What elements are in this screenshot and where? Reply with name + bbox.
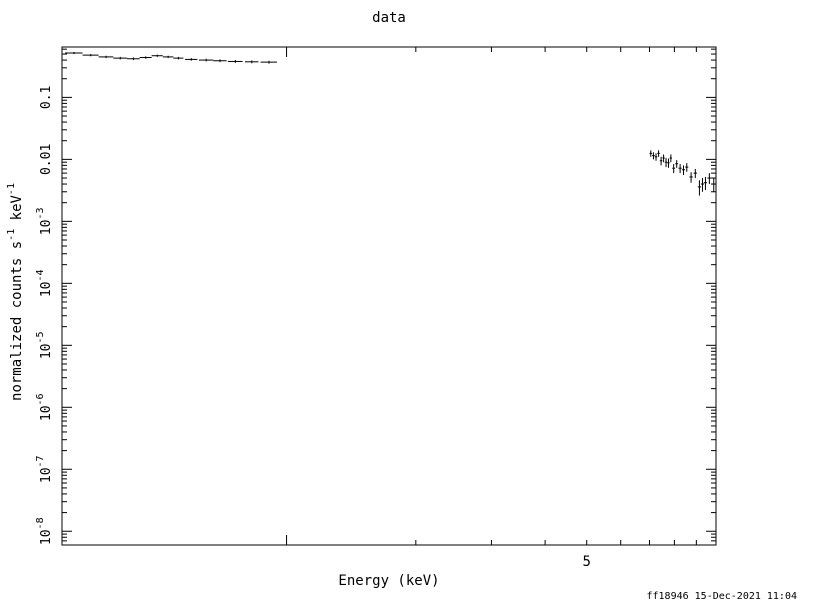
y-tick-label: 0.01 [39,144,54,175]
data-point [707,173,712,185]
data-point [681,165,686,175]
y-axis-ticks [62,48,716,546]
y-tick-label: 10-6 [35,393,54,421]
y-tick-label: 10-5 [35,331,54,359]
data-point [664,158,668,168]
y-tick-label-base: 10 [39,344,54,360]
x-axis-tick-labels: 5 [583,554,591,570]
data-point [669,154,673,163]
y-tick-label-exp: -8 [35,517,46,529]
data-point [659,156,663,166]
data-point [703,176,708,191]
y-tick-label-base: 10 [39,529,54,545]
y-tick-label-base: 0.01 [39,144,54,175]
x-axis-ticks [286,47,717,545]
data-point [700,178,705,192]
data-point [126,57,140,61]
chart-title: data [372,10,406,26]
data-point [173,56,184,60]
data-point [697,180,702,196]
plot-frame [61,46,717,546]
y-axis-label-exp: -1 [6,229,17,241]
data-point [82,54,99,57]
y-tick-label-base: 0.1 [39,86,54,109]
y-tick-label: 10-3 [35,207,54,235]
data-point [227,60,243,63]
data-point [662,154,665,163]
y-tick-label: 10-8 [35,517,54,545]
data-point [675,160,679,168]
data-point [139,56,152,59]
y-axis-label-part: normalized counts s [9,241,25,401]
y-tick-label-exp: -3 [35,207,46,219]
data-point [689,172,693,183]
y-tick-label-base: 10 [39,282,54,298]
y-tick-label: 10-7 [35,455,54,483]
y-tick-label-exp: -7 [35,455,46,467]
data-point [244,60,259,64]
footer-timestamp: ff18946 15-Dec-2021 11:04 [646,591,797,602]
x-axis-label: Energy (keV) [338,573,439,589]
y-tick-label-exp: -6 [35,393,46,405]
y-tick-label-base: 10 [39,467,54,483]
data-point [678,164,682,174]
y-tick-label-base: 10 [39,405,54,421]
data-point [649,150,653,157]
data-point [711,178,716,192]
data-point [654,153,658,161]
data-point [652,152,655,160]
data-point [685,163,689,172]
y-tick-label-base: 10 [39,220,54,236]
data-points [65,51,716,196]
data-point [184,58,198,61]
data-point [65,51,83,55]
y-tick-label: 10-4 [35,269,54,297]
y-axis-label-part: keV [9,194,25,228]
data-point [667,158,670,168]
data-point [672,164,676,174]
data-point [98,55,114,59]
y-tick-label: 0.1 [39,86,54,109]
y-axis-label: normalized counts s-1 keV-1 [6,183,25,401]
data-point [260,60,277,64]
x-tick-label: 5 [583,554,591,570]
data-point [693,168,697,179]
data-point [657,150,660,157]
y-tick-label-exp: -4 [35,269,46,281]
data-point [213,59,227,63]
data-point [151,54,163,57]
data-point [198,58,214,62]
y-axis-label-exp: -1 [6,183,17,195]
y-tick-label-exp: -5 [35,331,46,343]
data-point [113,56,127,60]
data-point [162,55,174,59]
